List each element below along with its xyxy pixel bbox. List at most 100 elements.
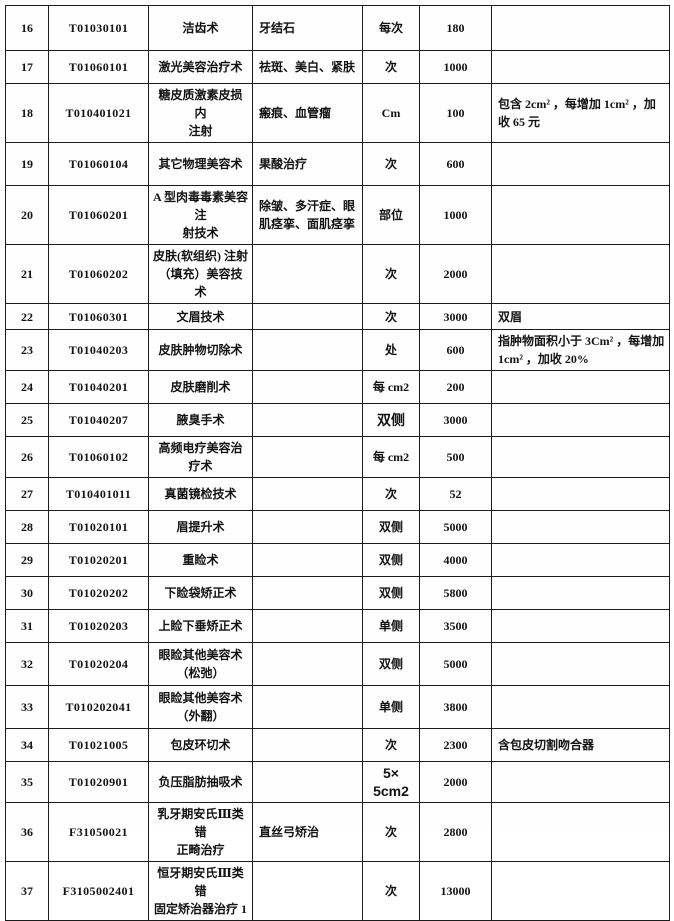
service-name-cell: 上睑下垂矫正术 [148,609,253,643]
table-row: 26 T01060102 高频电疗美容治疗术 每 cm2 500 [5,436,670,478]
remark-cell: 含包皮切割吻合器 [491,728,670,762]
service-name-cell: 高频电疗美容治疗术 [148,436,253,478]
row-number-cell: 27 [5,477,49,511]
table-row: 35 T01020901 负压脂肪抽吸术 5× 5cm2 2000 [5,760,670,804]
indication-cell: 瘢痕、血管瘤 [252,83,363,143]
row-number-cell: 17 [5,50,49,84]
table-row: 21 T01060202 皮肤(软组织) 注射 （填充）美容技术 次 2000 [5,244,670,304]
service-code-cell: T01060201 [48,185,149,245]
unit-cell: 次 [362,50,420,84]
price-cell: 3500 [419,609,492,643]
price-cell: 3000 [419,403,492,437]
price-cell: 2300 [419,728,492,762]
unit-cell: 部位 [362,185,420,245]
row-number-cell: 28 [5,510,49,544]
price-list-page: 16 T01030101 洁齿术 牙结石 每次 180 17 T01060101… [5,5,670,921]
service-code-cell: F31050021 [48,802,149,863]
table-row: 33 T010202041 眼睑其他美容术 （外翻） 单侧 3800 [5,685,670,729]
remark-cell [491,244,670,304]
service-code-cell: T01020901 [48,760,149,804]
service-name-cell: 眼睑其他美容术 （松弛） [148,642,253,686]
unit-cell: 每 cm2 [362,370,420,404]
indication-cell: 祛斑、美白、紧肤 [252,50,363,84]
remark-cell [491,642,670,686]
indication-cell [252,576,363,610]
indication-cell [252,760,363,804]
service-code-cell: T01060202 [48,244,149,304]
price-cell: 1000 [419,50,492,84]
row-number-cell: 31 [5,609,49,643]
row-number-cell: 32 [5,642,49,686]
indication-cell [252,642,363,686]
service-code-cell: T01030101 [48,5,149,51]
unit-cell: 每次 [362,5,420,51]
unit-cell: 次 [362,142,420,186]
indication-cell [252,303,363,330]
service-code-cell: T010202041 [48,685,149,729]
row-number-cell: 30 [5,576,49,610]
indication-cell [252,477,363,511]
row-number-cell: 25 [5,403,49,437]
price-cell: 1000 [419,185,492,245]
price-cell: 200 [419,370,492,404]
unit-cell: 次 [362,244,420,304]
indication-cell: 果酸治疗 [252,142,363,186]
service-name-cell: 乳牙期安氏Ⅲ类错 正畸治疗 [148,802,253,863]
service-name-cell: 负压脂肪抽吸术 [148,760,253,804]
remark-cell [491,403,670,437]
row-number-cell: 20 [5,185,49,245]
table-row: 16 T01030101 洁齿术 牙结石 每次 180 [5,5,670,51]
remark-cell [491,436,670,478]
service-code-cell: T01020201 [48,543,149,577]
service-code-cell: T010401021 [48,83,149,143]
table-row: 29 T01020201 重睑术 双侧 4000 [5,543,670,577]
service-code-cell: T01020202 [48,576,149,610]
price-cell: 13000 [419,861,492,921]
table-row: 32 T01020204 眼睑其他美容术 （松弛） 双侧 5000 [5,642,670,686]
service-name-cell: 真菌镜检技术 [148,477,253,511]
service-code-cell: T01020203 [48,609,149,643]
service-code-cell: T01021005 [48,728,149,762]
remark-cell [491,609,670,643]
price-cell: 600 [419,142,492,186]
price-cell: 500 [419,436,492,478]
price-cell: 3800 [419,685,492,729]
service-code-cell: T01060301 [48,303,149,330]
table-row: 24 T01040201 皮肤磨削术 每 cm2 200 [5,370,670,404]
unit-cell: 次 [362,861,420,921]
indication-cell [252,510,363,544]
indication-cell: 牙结石 [252,5,363,51]
table-row: 31 T01020203 上睑下垂矫正术 单侧 3500 [5,609,670,643]
unit-cell: 单侧 [362,685,420,729]
price-cell: 3000 [419,303,492,330]
service-code-cell: F3105002401 [48,861,149,921]
indication-cell [252,685,363,729]
unit-cell: 单侧 [362,609,420,643]
remark-cell: 指肿物面积小于 3Cm² ，每增加 1cm² ，加收 20% [491,329,670,371]
table-row: 19 T01060104 其它物理美容术 果酸治疗 次 600 [5,142,670,186]
table-row: 34 T01021005 包皮环切术 次 2300 含包皮切割吻合器 [5,728,670,762]
remark-cell [491,5,670,51]
indication-cell [252,609,363,643]
medical-service-price-table: 16 T01030101 洁齿术 牙结石 每次 180 17 T01060101… [5,5,670,921]
service-name-cell: 恒牙期安氏Ⅲ类错 固定矫治器治疗 1 [148,861,253,921]
row-number-cell: 33 [5,685,49,729]
service-code-cell: T01040203 [48,329,149,371]
price-cell: 5000 [419,510,492,544]
indication-cell [252,244,363,304]
indication-cell [252,329,363,371]
row-number-cell: 19 [5,142,49,186]
price-cell: 5800 [419,576,492,610]
unit-cell: 次 [362,802,420,863]
unit-cell: 5× 5cm2 [362,760,420,804]
indication-cell: 直丝弓矫治 [252,802,363,863]
table-row: 30 T01020202 下睑袋矫正术 双侧 5800 [5,576,670,610]
table-row: 20 T01060201 A 型肉毒毒素美容注 射技术 除皱、多汗症、眼 肌痉挛… [5,185,670,245]
unit-cell: 次 [362,728,420,762]
indication-cell [252,436,363,478]
remark-cell: 包含 2cm² ，每增加 1cm² ，加收 65 元 [491,83,670,143]
table-row: 28 T01020101 眉提升术 双侧 5000 [5,510,670,544]
row-number-cell: 22 [5,303,49,330]
remark-cell [491,370,670,404]
row-number-cell: 34 [5,728,49,762]
